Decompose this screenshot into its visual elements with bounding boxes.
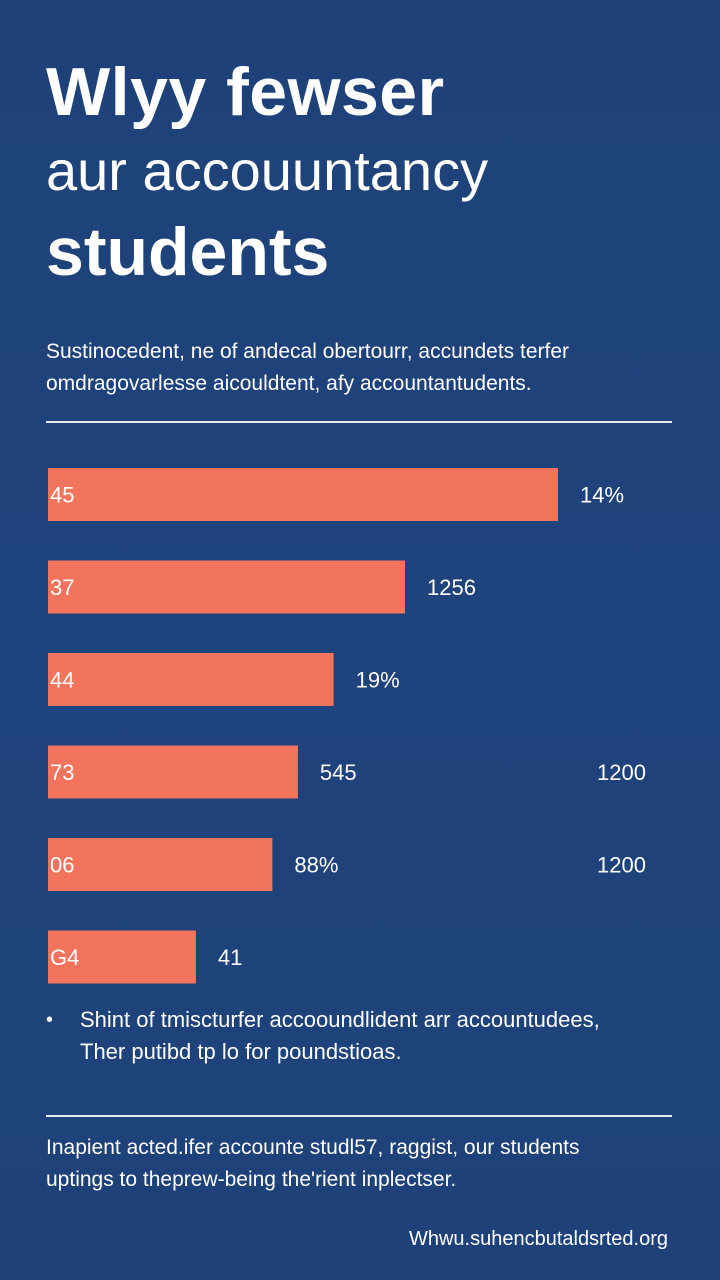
bullet-note: • Shint of tmiscturfer accooundlident ar… (46, 1004, 686, 1068)
bar-category-label-2: 37 (50, 575, 74, 600)
title-line-1: Wlyy fewser (46, 54, 445, 130)
top-divider (46, 421, 672, 423)
subtitle-line-2: omdragovarlesse aicouldtent, afy account… (46, 372, 532, 395)
note-line-2: Ther putibd tp lo for poundstioas. (80, 1039, 402, 1064)
title-line-2: aur accouuntancy (46, 139, 489, 202)
bar-value-label-2: 1256 (427, 575, 476, 600)
bar-category-label-6: G4 (50, 945, 79, 970)
bar-value-label-1: 14% (580, 483, 624, 508)
bar-value-label-3: 19% (356, 668, 400, 693)
footer-line-2: uptings to theprew-being the'rient inple… (46, 1168, 457, 1191)
bar-value-label-6: 41 (218, 945, 242, 970)
bar-2 (48, 560, 405, 614)
bullet-icon: • (46, 1009, 54, 1031)
bar-1 (48, 468, 558, 521)
subtitle-line-1: Sustinocedent, ne of andecal obertourr, … (46, 340, 570, 363)
bar-category-label-5: 06 (50, 853, 74, 878)
bar-value-label-5: 88% (294, 853, 338, 878)
note-line-1: Shint of tmiscturfer accooundlident arr … (80, 1007, 600, 1032)
bar-category-label-4: 73 (50, 760, 74, 785)
bar-chart: 45 14% 37 1256 44 19% 73 545 1200 06 88% 1200 G4 41 (48, 468, 646, 984)
bar-value-label-4: 545 (320, 760, 357, 785)
footer-text: Inapient acted.ifer accounte studl57, ra… (46, 1132, 686, 1196)
subtitle: Sustinocedent, ne of andecal obertourr, … (46, 336, 686, 400)
page-title: Wlyy fewser aur accouuntancy students (46, 52, 686, 292)
bar-6 (48, 930, 196, 984)
footer-line-1: Inapient acted.ifer accounte studl57, ra… (46, 1136, 580, 1159)
bar-extra-label-5: 1200 (597, 853, 646, 878)
bar-category-label-3: 44 (50, 668, 74, 693)
bottom-divider (46, 1115, 672, 1117)
website-url[interactable]: Whwu.suhencbutaldsrted.org (408, 1228, 668, 1250)
bar-4 (48, 745, 298, 799)
bar-3 (48, 653, 334, 706)
bar-category-label-1: 45 (50, 483, 74, 508)
bar-5 (48, 838, 273, 891)
title-line-3: students (46, 214, 330, 290)
bar-extra-label-4: 1200 (597, 760, 646, 785)
